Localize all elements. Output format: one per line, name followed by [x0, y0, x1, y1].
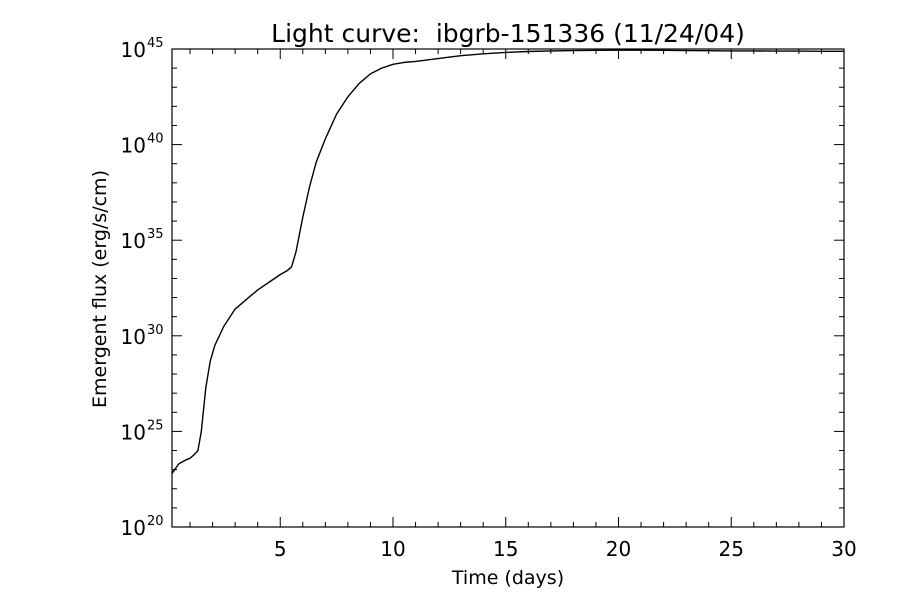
- y-tick-label: 10: [121, 420, 146, 444]
- y-tick-label: 10: [121, 229, 146, 253]
- y-tick-exponent: 35: [147, 227, 164, 242]
- series-layer: [171, 49, 844, 474]
- plot-frame: [171, 48, 845, 528]
- x-axis-label: Time (days): [451, 567, 564, 589]
- x-tick-label: 20: [606, 537, 631, 561]
- y-tick-label: 10: [121, 38, 146, 62]
- y-tick-label: 10: [121, 325, 146, 349]
- y-tick-label: 10: [121, 134, 146, 158]
- x-axis-ticks: 5 10 15 20 25 30: [189, 49, 857, 561]
- y-tick-exponent: 45: [147, 36, 164, 51]
- y-tick-exponent: 20: [147, 514, 164, 529]
- x-tick-label: 30: [831, 537, 856, 561]
- x-tick-label: 15: [493, 537, 518, 561]
- x-tick-label: 5: [274, 537, 287, 561]
- y-tick-exponent: 30: [147, 323, 164, 338]
- y-axis-label: Emergent flux (erg/s/cm): [89, 170, 111, 408]
- x-tick-label: 10: [380, 537, 405, 561]
- y-tick-exponent: 25: [147, 418, 164, 433]
- chart-title: Light curve: ibgrb-151336 (11/24/04): [271, 19, 745, 48]
- series-line: [171, 49, 844, 474]
- x-tick-label: 25: [719, 537, 744, 561]
- y-tick-label: 10: [121, 516, 146, 540]
- y-tick-exponent: 40: [147, 132, 164, 147]
